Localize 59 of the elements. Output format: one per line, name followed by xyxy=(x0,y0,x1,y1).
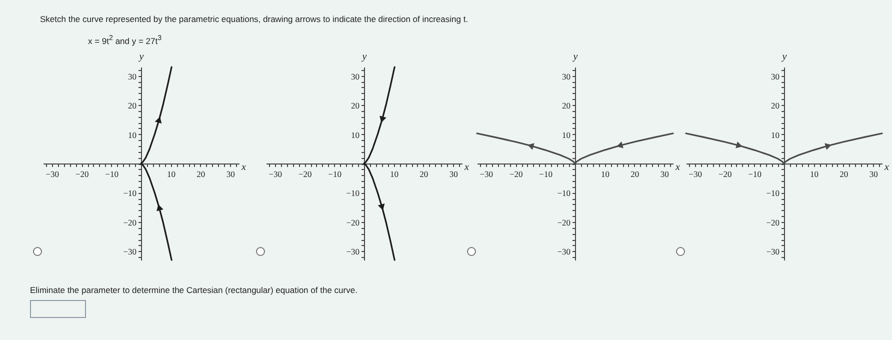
x-tick-label: 20 xyxy=(630,169,640,179)
y-tick-label: 10 xyxy=(771,130,780,140)
y-tick-label: 20 xyxy=(562,100,570,111)
y-axis-title: y xyxy=(572,52,578,62)
x-tick-label: 20 xyxy=(840,169,848,179)
y-tick-label: −10 xyxy=(346,188,360,198)
x-tick-label: −30 xyxy=(688,169,702,179)
y-tick-label: 30 xyxy=(351,71,360,82)
x-tick-label: 30 xyxy=(449,169,458,179)
x-tick-label: 30 xyxy=(660,169,669,179)
x-tick-label: −30 xyxy=(480,169,494,179)
y-tick-label: 10 xyxy=(351,130,360,140)
x-tick-label: −10 xyxy=(328,169,342,179)
y-tick-label: −10 xyxy=(557,188,570,198)
x-tick-label: −20 xyxy=(75,169,89,179)
x-tick-label: 20 xyxy=(420,169,428,179)
x-tick-label: −30 xyxy=(268,169,282,179)
y-tick-label: −20 xyxy=(123,217,136,228)
x-tick-label: 10 xyxy=(600,169,610,179)
y-axis-title: y xyxy=(138,52,144,62)
x-tick-label: 30 xyxy=(869,169,878,179)
y-tick-label: −20 xyxy=(346,217,360,228)
y-tick-label: 30 xyxy=(128,71,136,82)
x-axis-title: x xyxy=(240,162,246,173)
x-tick-label: −10 xyxy=(748,169,762,179)
x-axis-title: x xyxy=(674,162,680,173)
y-tick-label: 20 xyxy=(351,100,360,111)
x-tick-label: 10 xyxy=(390,169,398,179)
x-tick-label: −10 xyxy=(539,169,552,179)
x-tick-label: −20 xyxy=(718,169,732,179)
chart-title: Sketch the curve represented by the parametric equations, drawing arrows to indicate the direction of increasing t. xyxy=(40,14,468,24)
y-tick-label: 20 xyxy=(128,100,136,111)
y-tick-label: 10 xyxy=(128,130,136,140)
y-tick-label: 20 xyxy=(771,100,780,111)
text: Eliminate the parameter to determine the Cartesian (rectangular) equation of the curve. xyxy=(30,285,358,295)
y-tick-label: −30 xyxy=(557,246,570,257)
x-axis-title: x xyxy=(884,162,890,173)
y-tick-label: −30 xyxy=(346,246,360,257)
y-axis-title: y xyxy=(361,52,368,62)
x-tick-label: −20 xyxy=(509,169,523,179)
y-tick-label: 30 xyxy=(771,71,780,82)
y-tick-label: −20 xyxy=(766,217,780,228)
y-tick-label: −10 xyxy=(123,188,136,198)
y-axis-title: y xyxy=(781,52,788,62)
x-tick-label: −30 xyxy=(46,169,60,179)
y-tick-label: 30 xyxy=(562,71,570,82)
x-tick-label: 30 xyxy=(226,169,235,179)
x-tick-label: 10 xyxy=(166,169,176,179)
x-tick-label: 10 xyxy=(810,169,818,179)
chart-subtitle: x = 9t$^{2}$ and y = 27t$^{3}$ xyxy=(88,34,162,46)
y-tick-label: −30 xyxy=(123,246,136,257)
y-tick-label: −20 xyxy=(557,217,570,228)
x-tick-label: 20 xyxy=(196,169,206,179)
y-tick-label: 10 xyxy=(562,130,570,140)
y-tick-label: −10 xyxy=(766,188,780,198)
x-axis-title: x xyxy=(464,162,470,173)
x-tick-label: −20 xyxy=(298,169,312,179)
y-tick-label: −30 xyxy=(766,246,780,257)
x-tick-label: −10 xyxy=(105,169,118,179)
